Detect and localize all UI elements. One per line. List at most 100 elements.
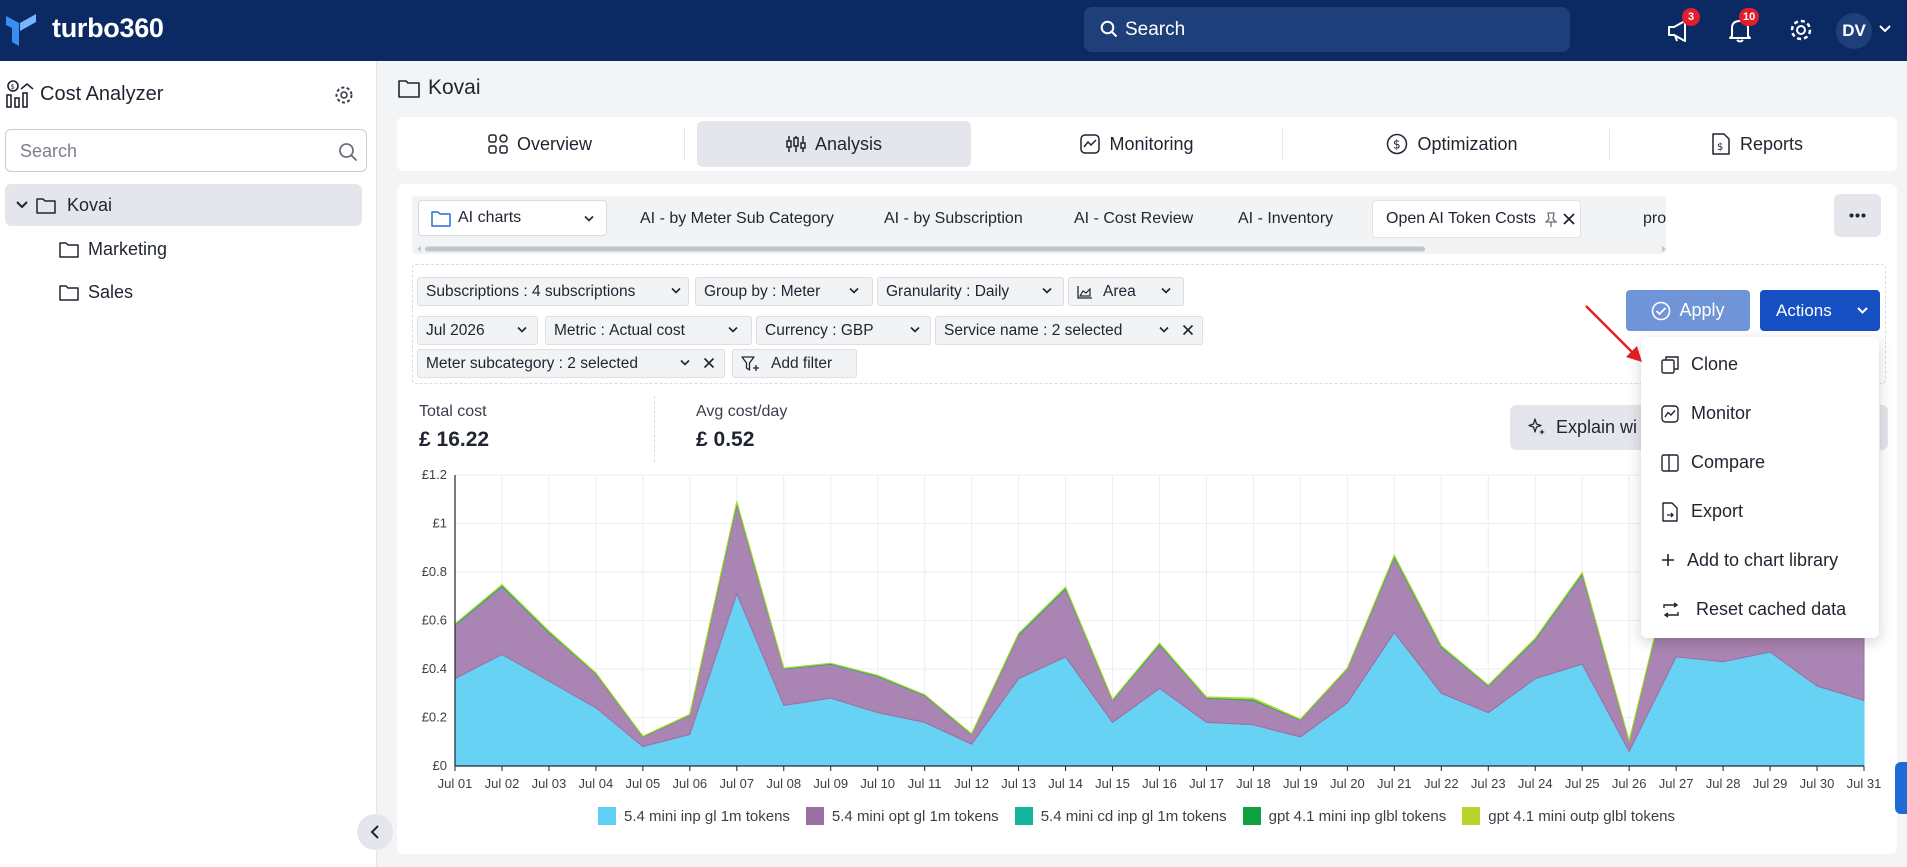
chart-type-dropdown[interactable]: Area [1068,277,1184,306]
settings-button[interactable] [1785,14,1817,46]
tab-label: Optimization [1417,133,1518,154]
chevron-down-icon [671,287,681,294]
user-avatar[interactable]: DV [1836,13,1872,49]
y-tick-label: £0.2 [422,710,447,725]
filter-value: 2 selected [567,354,638,372]
menu-item-clone[interactable]: Clone [1641,345,1879,385]
x-tick-label: Jul 29 [1753,776,1788,790]
chart-tab-by-subscription[interactable]: AI - by Subscription [884,210,1023,227]
announcements-button[interactable]: 3 [1664,8,1700,46]
x-tick-label: Jul 05 [626,776,661,790]
filter-granularity[interactable]: Granularity : Daily [877,277,1064,306]
more-horizontal-icon [1849,213,1866,218]
feedback-side-tab[interactable] [1895,762,1907,814]
tab-monitoring[interactable]: Monitoring [977,121,1297,167]
folder-icon [59,284,79,301]
chart-tab-inventory[interactable]: AI - Inventory [1238,210,1334,227]
close-icon[interactable] [703,357,715,369]
menu-item-export[interactable]: Export [1641,492,1879,532]
gear-icon[interactable] [333,84,355,106]
add-filter-button[interactable]: Add filter [732,349,857,378]
refresh-icon [1663,602,1679,618]
menu-item-monitor[interactable]: Monitor [1641,394,1879,434]
pin-icon[interactable] [1545,212,1557,228]
folder-icon [59,241,79,258]
filter-metric[interactable]: Metric : Actual cost [545,316,752,345]
more-options-button[interactable] [1834,194,1881,237]
chart-folder-label: AI charts [458,209,522,226]
filter-label: Metric [554,321,597,339]
filter-meter-subcategory[interactable]: Meter subcategory : 2 selected [417,349,725,378]
legend-item[interactable]: 5.4 mini cd inp gl 1m tokens [1014,807,1227,825]
filter-value: 4 subscriptions [531,282,636,300]
tab-optimization[interactable]: $ Optimization [1292,121,1612,167]
sidebar-search-input[interactable]: Search [5,129,367,172]
explain-with-ai-button[interactable]: Explain wi [1510,405,1660,450]
chevron-down-icon[interactable] [1158,326,1170,334]
chart-tabs-scrollbar[interactable] [417,245,1666,253]
megaphone-icon [1668,20,1686,42]
chart-tab-meter-sub-category[interactable]: AI - by Meter Sub Category [640,210,834,227]
tree-item-label: Kovai [67,194,113,215]
search-icon [339,143,358,162]
x-tick-label: Jul 28 [1706,776,1741,790]
tab-overview[interactable]: Overview [405,121,675,167]
kpi-divider [654,396,655,462]
close-icon[interactable] [1182,324,1194,336]
x-tick-label: Jul 31 [1847,776,1882,790]
period-value: Jul 2026 [426,321,485,339]
tree-item-marketing[interactable]: Marketing [59,228,167,270]
chevron-down-icon [1857,307,1868,314]
apply-button[interactable]: Apply [1626,290,1750,331]
tab-label: Reports [1739,133,1804,154]
legend-item[interactable]: 5.4 mini inp gl 1m tokens [598,807,790,825]
chart-legend: 5.4 mini inp gl 1m tokens 5.4 mini opt gl… [598,806,1675,826]
x-tick-label: Jul 14 [1048,776,1083,790]
apply-label: Apply [1679,300,1725,320]
x-tick-label: Jul 12 [954,776,989,790]
legend-swatch [1242,807,1261,825]
filter-label: Meter subcategory [426,354,555,372]
collapse-sidebar-button[interactable] [357,814,393,850]
chevron-down-icon[interactable] [679,359,691,367]
folder-icon [431,211,451,227]
filter-separator: : [1038,321,1052,339]
menu-item-reset-cached-data[interactable]: Reset cached data [1641,590,1879,630]
chart-tab-pro[interactable]: pro [1643,210,1666,227]
filter-separator: : [767,282,781,300]
x-tick-label: Jul 18 [1236,776,1271,790]
x-tick-label: Jul 24 [1518,776,1553,790]
y-tick-label: £0.4 [422,661,447,676]
filter-currency[interactable]: Currency : GBP [756,316,931,345]
turbo360-logo-icon[interactable] [6,14,36,46]
chart-folder-dropdown[interactable]: AI charts [418,200,607,236]
chevron-down-icon[interactable] [1878,24,1892,34]
close-icon[interactable] [1563,213,1575,225]
period-dropdown[interactable]: Jul 2026 [417,316,538,345]
filter-service-name[interactable]: Service name : 2 selected [935,316,1203,345]
global-search-input[interactable]: Search [1084,7,1570,52]
filter-label: Subscriptions [426,282,520,300]
brand-name[interactable]: turbo360 [52,13,164,43]
chevron-down-icon[interactable] [15,200,29,210]
notifications-button[interactable]: 10 [1724,8,1760,46]
menu-item-compare[interactable]: Compare [1641,443,1879,483]
chart-tab-cost-review[interactable]: AI - Cost Review [1074,210,1194,227]
tree-item-sales[interactable]: Sales [59,271,133,313]
filter-group-by[interactable]: Group by : Meter [695,277,873,306]
page-title: Kovai [428,76,481,99]
tab-analysis[interactable]: Analysis [697,121,971,167]
legend-item[interactable]: gpt 4.1 mini inp glbl tokens [1242,807,1446,825]
actions-button[interactable]: Actions [1760,290,1880,331]
filter-subscriptions[interactable]: Subscriptions : 4 subscriptions [417,277,689,306]
legend-swatch [1462,807,1481,825]
monitoring-icon [1661,405,1679,423]
grid-icon [488,134,508,154]
legend-item[interactable]: 5.4 mini opt gl 1m tokens [805,807,999,825]
tree-item-kovai[interactable]: Kovai [5,184,362,226]
chart-tab-open-ai-token-costs[interactable]: Open AI Token Costs [1372,200,1581,238]
legend-item[interactable]: gpt 4.1 mini outp glbl tokens [1462,807,1675,825]
x-tick-label: Jul 03 [532,776,567,790]
menu-item-add-to-chart-library[interactable]: Add to chart library [1641,541,1879,581]
tab-reports[interactable]: $ Reports [1617,121,1897,167]
